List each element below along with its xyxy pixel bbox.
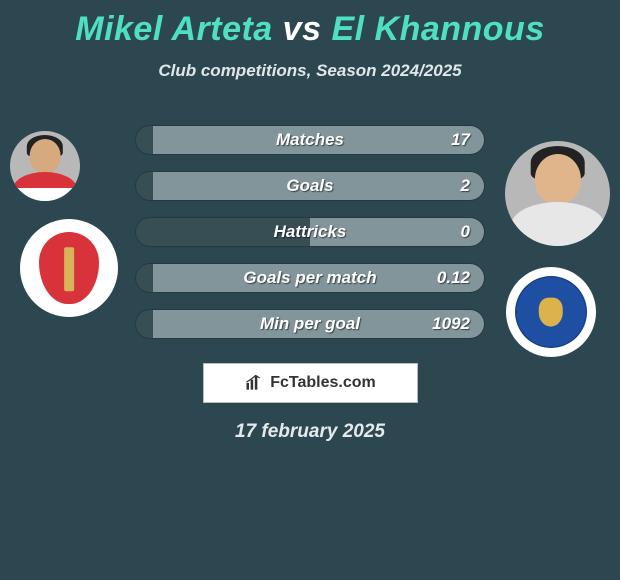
stat-bar: Matches 17 <box>135 125 485 155</box>
player2-club-crest <box>506 267 596 357</box>
stat-bar-left-fill <box>136 172 153 200</box>
player2-name: El Khannous <box>331 10 544 48</box>
stat-bars: Matches 17 Goals 2 Hattricks 0 Goals per match… <box>135 125 485 355</box>
chart-icon <box>244 373 264 393</box>
stat-bar: Min per goal 1092 <box>135 309 485 339</box>
stat-value-right: 0 <box>461 222 470 242</box>
leicester-crest-icon <box>515 276 587 348</box>
stat-value-right: 1092 <box>432 314 470 334</box>
stat-bar-left-fill <box>136 264 153 292</box>
subtitle: Club competitions, Season 2024/2025 <box>0 61 620 81</box>
comparison-title: Mikel Arteta vs El Khannous <box>0 0 620 49</box>
player1-club-crest <box>20 219 118 317</box>
stat-bar-left-fill <box>136 310 153 338</box>
stat-value-right: 0.12 <box>437 268 470 288</box>
player2-avatar <box>505 141 610 246</box>
stat-bar: Hattricks 0 <box>135 217 485 247</box>
player1-name: Mikel Arteta <box>75 10 272 48</box>
stat-label: Goals <box>286 176 333 196</box>
stat-value-right: 2 <box>461 176 470 196</box>
stat-label: Hattricks <box>274 222 347 242</box>
date-label: 17 february 2025 <box>0 421 620 443</box>
source-badge: FcTables.com <box>203 363 418 403</box>
player1-avatar <box>10 131 80 201</box>
comparison-body: Matches 17 Goals 2 Hattricks 0 Goals per match… <box>0 111 620 351</box>
stat-label: Min per goal <box>260 314 360 334</box>
source-label: FcTables.com <box>270 374 376 392</box>
vs-text: vs <box>283 10 322 48</box>
stat-label: Matches <box>276 130 344 150</box>
stat-label: Goals per match <box>243 268 376 288</box>
stat-bar: Goals 2 <box>135 171 485 201</box>
arsenal-crest-icon <box>39 232 100 305</box>
stat-bar: Goals per match 0.12 <box>135 263 485 293</box>
stat-bar-left-fill <box>136 126 153 154</box>
stat-value-right: 17 <box>451 130 470 150</box>
